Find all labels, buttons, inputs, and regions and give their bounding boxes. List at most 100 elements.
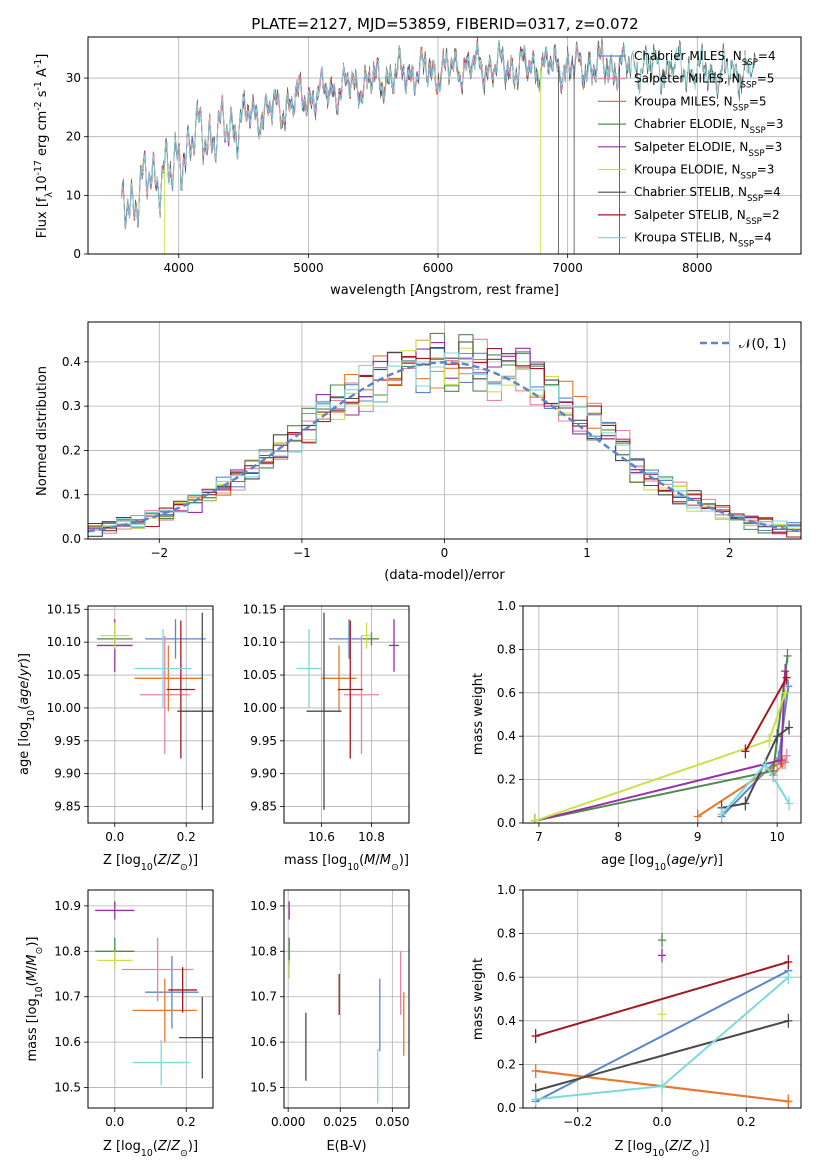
x-tick-label: 9 xyxy=(694,830,702,844)
x-tick-label: 0.0 xyxy=(105,1115,124,1129)
legend-label-normal: 𝒩(0, 1) xyxy=(739,337,786,352)
legend-label-salpeter-stelib: Salpeter STELIB, NSSP=2 xyxy=(634,208,780,227)
panel-mass-vs-Z: 0.0 0.2 10.5 10.6 10.7 10.8 10.9 Z [log10(Z/Z⊙)… xyxy=(25,889,214,1159)
y-tick-label: 0.4 xyxy=(497,729,516,743)
legend-label-kroupa-stelib: Kroupa STELIB, NSSP=4 xyxy=(634,231,772,250)
y-tick-label: 10.05 xyxy=(243,668,277,682)
panel-mass-vs-EBV: 0.000 0.025 0.050 10.5 10.6 10.7 10.8 10.9 E(B-V… xyxy=(250,889,410,1154)
x-tick-label: 0.000 xyxy=(271,1115,305,1129)
y-tick-label: 30 xyxy=(66,71,81,85)
y-tick-label: 0.4 xyxy=(62,355,81,369)
y-tick-label: 0.6 xyxy=(497,686,516,700)
y-tick-label: 10.8 xyxy=(250,944,277,958)
x-tick-label: 7000 xyxy=(552,261,583,275)
x-tick-label: 0 xyxy=(441,546,449,560)
x-tick-label: 8 xyxy=(614,830,622,844)
legend-label-salpeter-elodie: Salpeter ELODIE, NSSP=3 xyxy=(634,140,782,159)
y-tick-label: 10.7 xyxy=(250,990,277,1004)
x-axis-label: Z [log10(Z/Z⊙)] xyxy=(103,853,198,873)
y-tick-label: 20 xyxy=(66,130,81,144)
plot-area xyxy=(88,332,801,538)
y-axis-label: mass weight xyxy=(471,673,486,755)
plot-area xyxy=(296,612,399,810)
axes-frame xyxy=(522,889,802,1109)
y-tick-label: 0.4 xyxy=(497,1014,516,1028)
panel-weight-vs-age: 7 8 9 10 0.0 0.2 0.4 0.6 0.8 1.0 age [log10(age/yr… xyxy=(471,599,802,873)
y-axis-label: Flux [fλ10-17 erg cm-2 s-1 A-1] xyxy=(33,54,55,239)
y-tick-label: 10.5 xyxy=(54,1081,81,1095)
normal-curve xyxy=(88,361,801,533)
x-tick-label: 1 xyxy=(583,546,591,560)
plot-area xyxy=(121,37,756,254)
legend-label-chabrier-stelib: Chabrier STELIB, NSSP=4 xyxy=(634,185,781,204)
y-tick-label: 9.90 xyxy=(250,767,277,781)
y-tick-label: 10 xyxy=(66,188,81,202)
x-tick-label: 5000 xyxy=(293,261,324,275)
x-tick-label: 0.0 xyxy=(652,1115,671,1129)
y-tick-label: 10.7 xyxy=(54,990,81,1004)
plot-area xyxy=(530,648,794,823)
y-tick-label: 0.3 xyxy=(62,399,81,413)
hist-step-kroupa-elodie xyxy=(88,339,801,530)
panel-weight-vs-Z: −0.2 0.0 0.2 0.0 0.2 0.4 0.6 0.8 1.0 Z [log10(Z/Z… xyxy=(471,883,802,1159)
axes-frame xyxy=(87,321,802,540)
x-tick-label: 8000 xyxy=(682,261,713,275)
y-tick-label: 9.85 xyxy=(250,800,277,814)
y-tick-label: 0.8 xyxy=(497,642,516,656)
spectrum-legend: Chabrier MILES, NSSP=4 Salpeter MILES, NS… xyxy=(598,49,783,250)
x-axis-label: (data-model)/error xyxy=(384,568,505,583)
y-axis-label: mass weight xyxy=(471,958,486,1040)
legend-label-chabrier-elodie: Chabrier ELODIE, NSSP=3 xyxy=(634,117,783,136)
x-tick-label: 7 xyxy=(535,830,543,844)
y-tick-label: 9.90 xyxy=(54,767,81,781)
y-tick-label: 10.05 xyxy=(47,668,81,682)
y-axis-label: age [log10(age/yr)] xyxy=(17,653,37,775)
x-tick-label: −2 xyxy=(150,546,168,560)
y-tick-label: 10.5 xyxy=(250,1081,277,1095)
y-tick-label: 10.6 xyxy=(250,1035,277,1049)
legend-label-kroupa-miles: Kroupa MILES, NSSP=5 xyxy=(634,94,767,113)
y-tick-label: 9.85 xyxy=(54,800,81,814)
x-tick-label: 0.2 xyxy=(177,1115,196,1129)
axes-frame xyxy=(283,605,410,824)
legend-label-chabrier-miles: Chabrier MILES, NSSP=4 xyxy=(634,49,776,68)
x-tick-label: 2 xyxy=(726,546,734,560)
plot-area xyxy=(95,901,213,1086)
plot-area xyxy=(531,933,793,1108)
y-tick-label: 0.2 xyxy=(497,1057,516,1071)
y-tick-label: 10.8 xyxy=(54,944,81,958)
x-axis-label: Z [log10(Z/Z⊙)] xyxy=(614,1139,709,1159)
x-tick-label: 0.2 xyxy=(737,1115,756,1129)
y-tick-label: 0 xyxy=(73,247,81,261)
weight-line-kroupa-elodie xyxy=(534,692,787,822)
axes-frame xyxy=(283,889,410,1109)
weight-line-salpeter-stelib xyxy=(744,677,788,752)
x-tick-label: 0.2 xyxy=(177,830,196,844)
y-tick-label: 1.0 xyxy=(497,599,516,613)
plot-area xyxy=(288,901,405,1104)
x-axis-label: age [log10(age/yr)] xyxy=(601,853,723,873)
legend-label-kroupa-elodie: Kroupa ELODIE, NSSP=3 xyxy=(634,163,774,182)
panel-age-vs-Z: 0.0 0.2 9.85 9.90 9.95 10.00 10.05 10.10 10.15 Z … xyxy=(17,602,214,873)
x-tick-label: 4000 xyxy=(163,261,194,275)
x-axis-label: E(B-V) xyxy=(326,1139,366,1154)
y-tick-label: 10.9 xyxy=(250,899,277,913)
figure-title: PLATE=2127, MJD=53859, FIBERID=0317, z=0… xyxy=(251,15,638,33)
x-tick-label: 0.0 xyxy=(105,830,124,844)
legend-label-salpeter-miles: Salpeter MILES, NSSP=5 xyxy=(634,72,774,91)
panel-spectrum: 4000 5000 6000 7000 8000 0 10 20 30 Chabrier MILE… xyxy=(33,36,802,298)
y-tick-label: 10.00 xyxy=(243,701,277,715)
x-tick-label: 0.025 xyxy=(323,1115,357,1129)
weight-line-chabrier-stelib xyxy=(535,1019,789,1092)
x-tick-label: −1 xyxy=(293,546,311,560)
y-tick-label: 0.0 xyxy=(497,1101,516,1115)
axes-frame xyxy=(522,605,802,824)
y-tick-label: 10.6 xyxy=(54,1035,81,1049)
y-tick-label: 0.0 xyxy=(62,532,81,546)
x-tick-label: 10.8 xyxy=(358,830,385,844)
y-tick-label: 9.95 xyxy=(250,734,277,748)
weight-line-salpeter-stelib xyxy=(535,960,789,1038)
y-tick-label: 10.15 xyxy=(243,602,277,616)
